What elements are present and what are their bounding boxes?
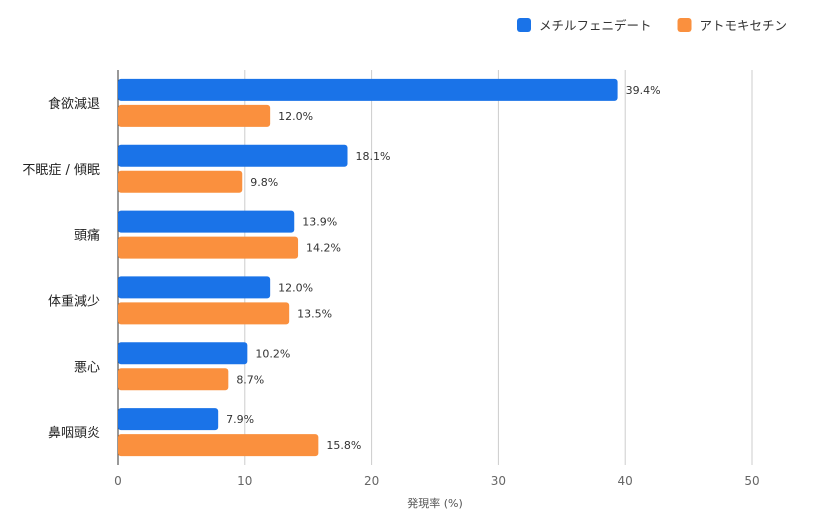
value-label-series1-5: 15.8%	[326, 439, 361, 452]
category-label-2: 頭痛	[74, 228, 100, 244]
legend-label-1: アトモキセチン	[700, 18, 788, 33]
x-tick-label-40: 40	[618, 474, 633, 488]
value-label-series0-2: 13.9%	[302, 216, 337, 229]
bar-series0-5	[118, 408, 219, 431]
value-label-series1-4: 8.7%	[236, 373, 264, 386]
x-tick-label-0: 0	[114, 474, 122, 488]
category-label-3: 体重減少	[48, 293, 100, 309]
bar-series0-3	[118, 276, 271, 299]
x-tick-label-20: 20	[364, 474, 379, 488]
bar-series1-2	[118, 236, 299, 259]
bars	[118, 78, 618, 457]
x-axis-title: 発現率 (%)	[407, 496, 463, 510]
bar-series1-0	[118, 104, 271, 127]
bar-series1-5	[118, 434, 319, 457]
value-label-series0-4: 10.2%	[255, 347, 290, 360]
value-label-series1-0: 12.0%	[278, 110, 313, 123]
bar-series1-1	[118, 170, 243, 193]
value-label-series0-1: 18.1%	[356, 150, 391, 163]
x-tick-label-50: 50	[744, 474, 759, 488]
bar-series0-2	[118, 210, 295, 233]
legend-swatch-1	[677, 18, 692, 32]
value-labels: 39.4% 12.0% 18.1% 9.8% 13.9% 14.2% 12.0% 13.5% 1…	[226, 84, 660, 452]
grid-lines	[117, 70, 753, 465]
value-label-series0-3: 12.0%	[278, 281, 313, 294]
category-label-4: 悪心	[74, 360, 100, 375]
legend-swatch-0	[517, 18, 531, 32]
x-tick-label-30: 30	[491, 474, 506, 488]
category-label-5: 鼻咽頭炎	[48, 425, 100, 441]
value-label-series1-3: 13.5%	[297, 307, 332, 320]
bar-series0-0	[118, 78, 618, 101]
bar-series1-4	[118, 368, 229, 391]
bar-series1-3	[118, 302, 290, 325]
value-label-series1-2: 14.2%	[306, 242, 341, 255]
x-tick-label-10: 10	[237, 474, 252, 488]
legend-label-0: メチルフェニデート	[539, 18, 652, 33]
x-axis-ticks: 0 10 20 30 40 50	[114, 474, 759, 488]
value-label-series0-0: 39.4%	[626, 84, 661, 97]
bar-series0-4	[118, 342, 248, 365]
value-label-series0-5: 7.9%	[226, 413, 254, 426]
legend: メチルフェニデート アトモキセチン	[517, 18, 787, 33]
category-label-1: 不眠症 / 傾眠	[22, 163, 100, 178]
bar-series0-1	[118, 144, 348, 167]
value-label-series1-1: 9.8%	[250, 176, 278, 189]
category-label-0: 食欲減退	[48, 96, 100, 112]
